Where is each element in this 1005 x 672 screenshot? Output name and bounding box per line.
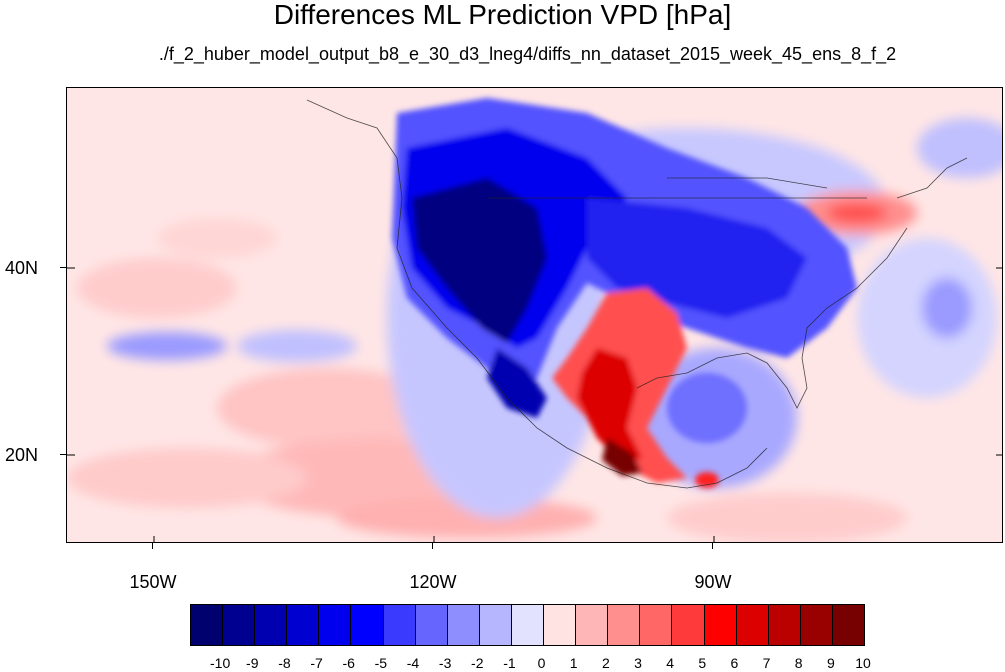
colorbar-tick-label: -6 <box>342 655 355 671</box>
colorbar-tick-label: -1 <box>503 655 516 671</box>
lon-label-90w: 90W <box>694 572 732 592</box>
colorbar-tick-label: -3 <box>438 655 452 671</box>
map-panel <box>66 87 1003 543</box>
colorbar-tick-label: -8 <box>278 655 291 671</box>
colorbar-cell <box>768 605 801 645</box>
colorbar-tick-label: 2 <box>601 655 610 671</box>
colorbar-cell <box>447 605 480 645</box>
colorbar-tick-label: -4 <box>406 655 420 671</box>
colorbar-tick-label: 5 <box>698 655 707 671</box>
colorbar-tick-label: 3 <box>634 655 642 671</box>
colorbar-cell <box>736 605 769 645</box>
colorbar-cell <box>544 605 577 645</box>
colorbar-cell <box>383 605 416 645</box>
colorbar-cell <box>415 605 448 645</box>
colorbar-tick-label: 8 <box>794 655 803 671</box>
colorbar-tick-label: -10 <box>210 655 231 671</box>
colorbar-tick-label: 7 <box>762 655 771 671</box>
colorbar-cell <box>640 605 673 645</box>
map-title: Differences ML Prediction VPD [hPa] <box>273 0 732 30</box>
colorbar-cell <box>287 605 320 645</box>
colorbar-cell <box>800 605 833 645</box>
lon-tick <box>432 543 433 549</box>
colorbar-cell <box>479 605 512 645</box>
lat-tick <box>60 454 66 455</box>
colorbar-cell <box>704 605 737 645</box>
colorbar-tick-label: 6 <box>730 655 739 671</box>
lon-label-150w: 150W <box>129 572 177 592</box>
colorbar-tick-label: -5 <box>374 655 388 671</box>
lon-tick <box>712 543 713 549</box>
colorbar-tick-label: -9 <box>246 655 259 671</box>
lat-tick <box>60 267 66 268</box>
colorbar-cell <box>255 605 288 645</box>
colorbar-tick-label: 9 <box>826 655 835 671</box>
colorbar-cell <box>576 605 609 645</box>
colorbar-cell <box>191 605 224 645</box>
colorbar-tick-label: 4 <box>666 655 675 671</box>
lon-tick <box>152 543 153 549</box>
map-subtitle: ./f_2_huber_model_output_b8_e_30_d3_lneg… <box>158 44 897 64</box>
colorbar-tick-label: -7 <box>310 655 323 671</box>
colorbar-cell <box>223 605 256 645</box>
colorbar-tick-label: -2 <box>471 655 484 671</box>
vpd-difference-field <box>67 88 1002 542</box>
colorbar <box>190 604 865 646</box>
colorbar-tick-label: 1 <box>569 655 578 671</box>
lat-label-40n: 40N <box>5 258 39 278</box>
lon-label-120w: 120W <box>409 572 457 592</box>
colorbar-cell <box>608 605 641 645</box>
colorbar-cell <box>832 605 864 645</box>
colorbar-cell <box>672 605 705 645</box>
colorbar-cell <box>511 605 545 645</box>
colorbar-tick-label: 0 <box>537 655 546 671</box>
colorbar-cell <box>319 605 352 645</box>
colorbar-cell <box>351 605 384 645</box>
colorbar-tick-label: 10 <box>855 655 871 671</box>
lat-label-20n: 20N <box>5 445 39 465</box>
